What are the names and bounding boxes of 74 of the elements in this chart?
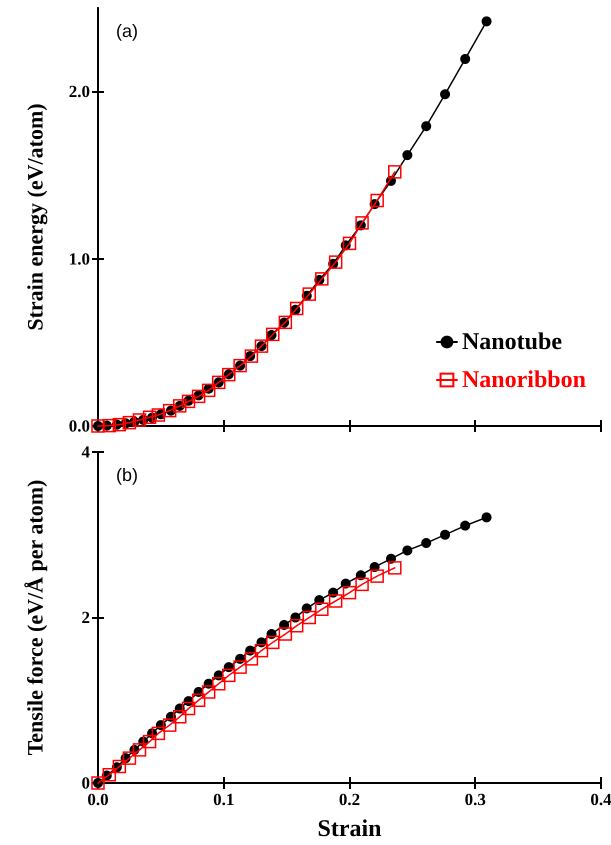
legend-label: Nanotube <box>462 329 562 355</box>
point <box>122 751 136 765</box>
point <box>328 255 342 269</box>
point <box>202 384 216 398</box>
y-tick-label: 0.0 <box>68 416 90 436</box>
point <box>192 694 206 707</box>
point <box>355 216 369 230</box>
point <box>355 578 369 592</box>
point <box>482 16 492 26</box>
x-tick-label: 0.4 <box>590 790 611 809</box>
y-axis-title: Strain energy (eV/atom) <box>22 103 48 331</box>
point <box>254 644 268 658</box>
point <box>388 165 402 179</box>
point <box>421 121 432 132</box>
y-tick-label: 1.0 <box>68 249 90 268</box>
point <box>244 652 258 666</box>
point <box>440 89 450 100</box>
point <box>290 619 304 633</box>
point <box>202 685 216 699</box>
point <box>152 726 166 740</box>
point <box>402 150 412 160</box>
point <box>388 561 402 575</box>
point <box>132 413 146 427</box>
point <box>142 734 156 748</box>
point <box>266 328 280 342</box>
point <box>132 743 146 757</box>
point <box>402 545 412 556</box>
point <box>315 602 329 616</box>
point <box>192 390 206 404</box>
point <box>370 569 384 583</box>
point <box>342 236 356 250</box>
y-tick-label: 2 <box>82 608 90 627</box>
y-axis-title: Tensile force (eV/Å per atom) <box>22 480 48 756</box>
point <box>266 636 280 650</box>
point <box>142 410 156 424</box>
legend-label: Nanoribbon <box>462 367 586 393</box>
point <box>112 760 126 774</box>
point <box>102 418 116 432</box>
point <box>460 54 470 64</box>
y-tick-label: 0 <box>82 774 90 792</box>
point <box>112 418 126 432</box>
y-tick-label: 4 <box>82 442 90 462</box>
point <box>162 404 176 418</box>
point <box>212 676 226 690</box>
x-axis-title: Strain <box>317 816 382 842</box>
point <box>278 316 292 330</box>
x-tick-label: 0.1 <box>213 790 234 809</box>
point <box>102 768 116 782</box>
point <box>315 272 329 286</box>
point <box>302 287 316 301</box>
point <box>222 668 236 682</box>
point <box>122 416 136 430</box>
point <box>182 394 196 408</box>
annotation: (b) <box>116 465 138 485</box>
y-tick-label: 2.0 <box>68 82 90 102</box>
point <box>162 718 176 732</box>
x-tick-label: 0.3 <box>464 790 486 809</box>
point <box>482 512 492 522</box>
point <box>290 302 304 316</box>
point <box>172 710 186 724</box>
point <box>328 594 342 608</box>
point <box>342 586 356 600</box>
point <box>152 408 166 422</box>
point <box>421 538 432 548</box>
x-tick-label: 0.2 <box>338 790 360 809</box>
point <box>370 194 384 208</box>
point <box>233 660 247 674</box>
point <box>440 530 450 540</box>
point <box>182 702 196 716</box>
point <box>460 520 470 531</box>
point <box>302 610 316 624</box>
annotation: (a) <box>116 21 138 41</box>
point <box>244 349 258 363</box>
point <box>278 627 292 641</box>
